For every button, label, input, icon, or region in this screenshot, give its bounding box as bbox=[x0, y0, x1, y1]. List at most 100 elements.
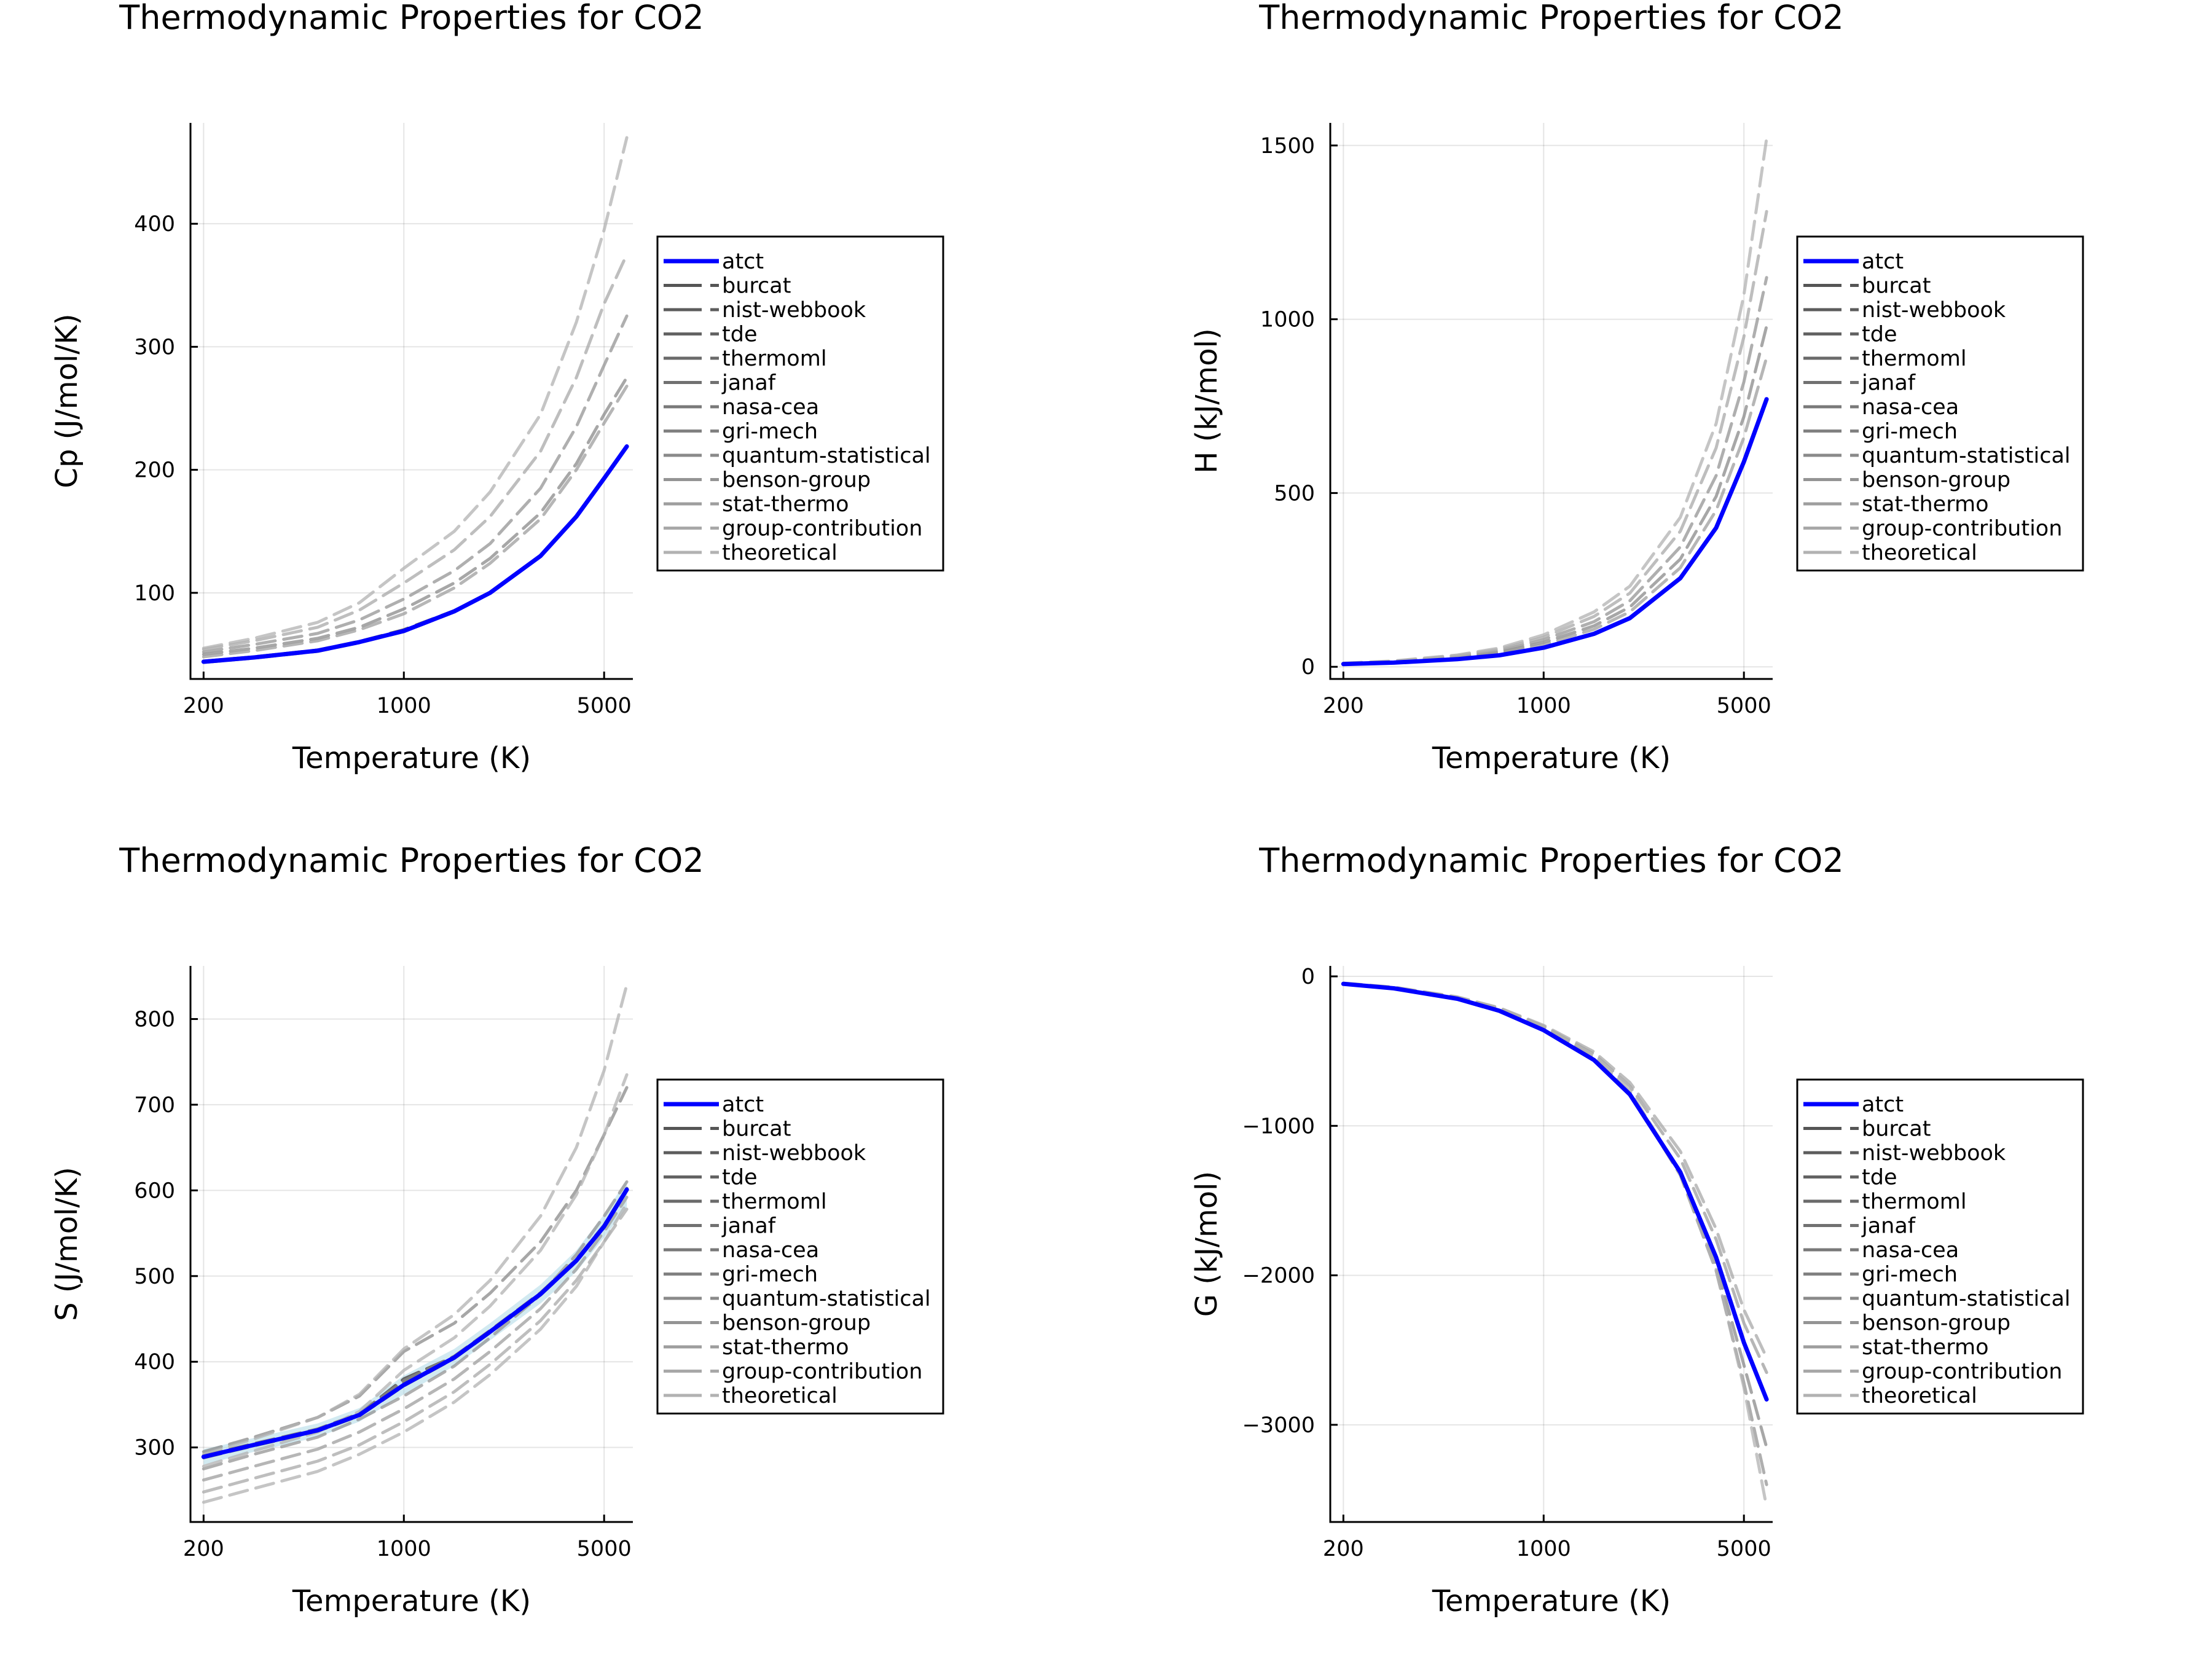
legend-label: nasa-cea bbox=[722, 395, 819, 420]
series-line-quantum-statistical bbox=[202, 376, 629, 656]
y-tick-label: 1000 bbox=[1260, 308, 1315, 332]
series-line-thermoml bbox=[1341, 982, 1768, 1402]
axis-frame bbox=[1329, 123, 1773, 680]
legend-label: group-contribution bbox=[722, 517, 922, 541]
y-tick-label: 800 bbox=[134, 1007, 175, 1032]
chart-title: Thermodynamic Properties for CO2 bbox=[1258, 841, 1843, 880]
legend-label: atct bbox=[1862, 1092, 1904, 1117]
y-tick-label: 100 bbox=[134, 581, 175, 606]
series-line-nasa-cea bbox=[202, 445, 629, 664]
y-tick-label: 500 bbox=[1274, 481, 1315, 506]
legend-label: atct bbox=[722, 1092, 764, 1117]
legend-label: janaf bbox=[1861, 371, 1916, 396]
series-line-janaf bbox=[1341, 398, 1768, 666]
x-axis-label: Temperature (K) bbox=[1432, 741, 1671, 775]
legend-label: janaf bbox=[1861, 1214, 1916, 1239]
x-tick-label: 1000 bbox=[1516, 694, 1571, 718]
series-line-janaf bbox=[1341, 982, 1768, 1401]
legend-label: thermoml bbox=[1862, 347, 1967, 371]
series-line-tde bbox=[202, 445, 629, 664]
x-axis-label: Temperature (K) bbox=[1432, 1584, 1671, 1618]
x-tick-label: 200 bbox=[1323, 1537, 1364, 1561]
series-line-thermoml bbox=[1341, 397, 1768, 666]
series-line-thermoml bbox=[202, 444, 629, 664]
chart-title: Thermodynamic Properties for CO2 bbox=[119, 841, 704, 880]
legend-label: theoretical bbox=[1862, 541, 1977, 565]
legend-label: stat-thermo bbox=[722, 1335, 849, 1360]
legend-label: quantum-statistical bbox=[1862, 444, 2071, 468]
legend: atctburcatnist-webbooktdethermomljanafna… bbox=[1796, 235, 2084, 571]
uncertainty-band bbox=[203, 1180, 627, 1465]
legend-label: theoretical bbox=[722, 541, 837, 565]
axis-frame bbox=[1329, 966, 1773, 1523]
series-line-janaf bbox=[202, 1188, 629, 1459]
series-line-atct bbox=[201, 1187, 629, 1459]
series-line-stat-thermo bbox=[202, 385, 629, 659]
x-axis-label: Temperature (K) bbox=[292, 741, 531, 775]
series-line-stat-thermo bbox=[202, 1196, 629, 1482]
legend-label: stat-thermo bbox=[1862, 1335, 1988, 1360]
x-tick-label: 1000 bbox=[1516, 1537, 1571, 1561]
chart-title: Thermodynamic Properties for CO2 bbox=[119, 0, 704, 37]
x-tick-label: 5000 bbox=[1717, 1537, 1771, 1561]
legend-label: burcat bbox=[1862, 274, 1931, 299]
legend-label: atct bbox=[1862, 249, 1904, 274]
legend-label: nist-webbook bbox=[1862, 298, 2006, 323]
legend-label: quantum-statistical bbox=[1862, 1287, 2071, 1311]
x-tick-label: 200 bbox=[183, 694, 224, 718]
legend-label: nasa-cea bbox=[1862, 1238, 1959, 1263]
series-line-theoretical bbox=[202, 1201, 629, 1504]
x-tick-label: 200 bbox=[183, 1537, 224, 1561]
series-line-quantum-statistical bbox=[1341, 324, 1768, 665]
x-tick-label: 200 bbox=[1323, 694, 1364, 718]
legend-label: nist-webbook bbox=[1862, 1141, 2006, 1166]
legend-label: tde bbox=[722, 323, 757, 347]
series-line-gri-mech bbox=[1341, 398, 1768, 665]
series-line-stat-thermo bbox=[1341, 981, 1768, 1375]
legend-label: benson-group bbox=[722, 1311, 871, 1336]
axis-frame bbox=[189, 123, 633, 680]
x-axis-label: Temperature (K) bbox=[292, 1584, 531, 1618]
series-line-burcat bbox=[1341, 397, 1768, 666]
y-tick-label: −1000 bbox=[1242, 1114, 1315, 1139]
series-line-atct bbox=[201, 444, 629, 664]
axis-frame bbox=[189, 966, 633, 1523]
legend-label: quantum-statistical bbox=[722, 1287, 931, 1311]
legend-label: atct bbox=[722, 249, 764, 274]
series-line-burcat bbox=[1341, 982, 1768, 1402]
legend-label: janaf bbox=[721, 1214, 776, 1239]
legend-box bbox=[656, 235, 944, 571]
legend-label: nasa-cea bbox=[722, 1238, 819, 1263]
series-line-benson-group bbox=[1341, 276, 1768, 665]
legend-label: burcat bbox=[722, 1117, 791, 1142]
series-line-quantum-statistical bbox=[1341, 982, 1768, 1449]
y-tick-label: 500 bbox=[134, 1265, 175, 1289]
series-line-unlabeled bbox=[202, 983, 629, 1456]
legend-box bbox=[1796, 1078, 2084, 1414]
y-tick-label: 300 bbox=[134, 335, 175, 359]
chart-title: Thermodynamic Properties for CO2 bbox=[1258, 0, 1843, 37]
y-tick-label: −3000 bbox=[1242, 1413, 1315, 1438]
legend-label: theoretical bbox=[722, 1384, 837, 1408]
chart-panel-1: 200 1000 5000 100 200 300 400 Thermodynamic Pro… bbox=[50, 0, 944, 775]
series-line-group-contribution bbox=[202, 1207, 629, 1494]
y-tick-label: 300 bbox=[134, 1436, 175, 1461]
legend-label: thermoml bbox=[722, 347, 827, 371]
legend: atctburcatnist-webbooktdethermomljanafna… bbox=[656, 235, 944, 571]
x-tick-label: 5000 bbox=[577, 694, 632, 718]
legend-box bbox=[1796, 235, 2084, 571]
series-line-theoretical bbox=[202, 136, 629, 650]
series-line-benson-group bbox=[202, 1180, 629, 1470]
series-line-nist-webbook bbox=[1341, 398, 1768, 666]
legend-label: nasa-cea bbox=[1862, 395, 1959, 420]
series-line-gri-mech bbox=[202, 444, 629, 663]
series-line-tde bbox=[1341, 982, 1768, 1401]
x-tick-label: 1000 bbox=[377, 694, 431, 718]
legend-label: group-contribution bbox=[1862, 517, 2062, 541]
series-line-nasa-cea bbox=[1341, 398, 1768, 666]
series-line-stat-thermo bbox=[1341, 356, 1768, 665]
legend-label: burcat bbox=[1862, 1117, 1931, 1142]
legend-label: thermoml bbox=[1862, 1190, 1967, 1214]
legend-label: burcat bbox=[722, 274, 791, 299]
series-line-atct bbox=[1341, 397, 1769, 667]
